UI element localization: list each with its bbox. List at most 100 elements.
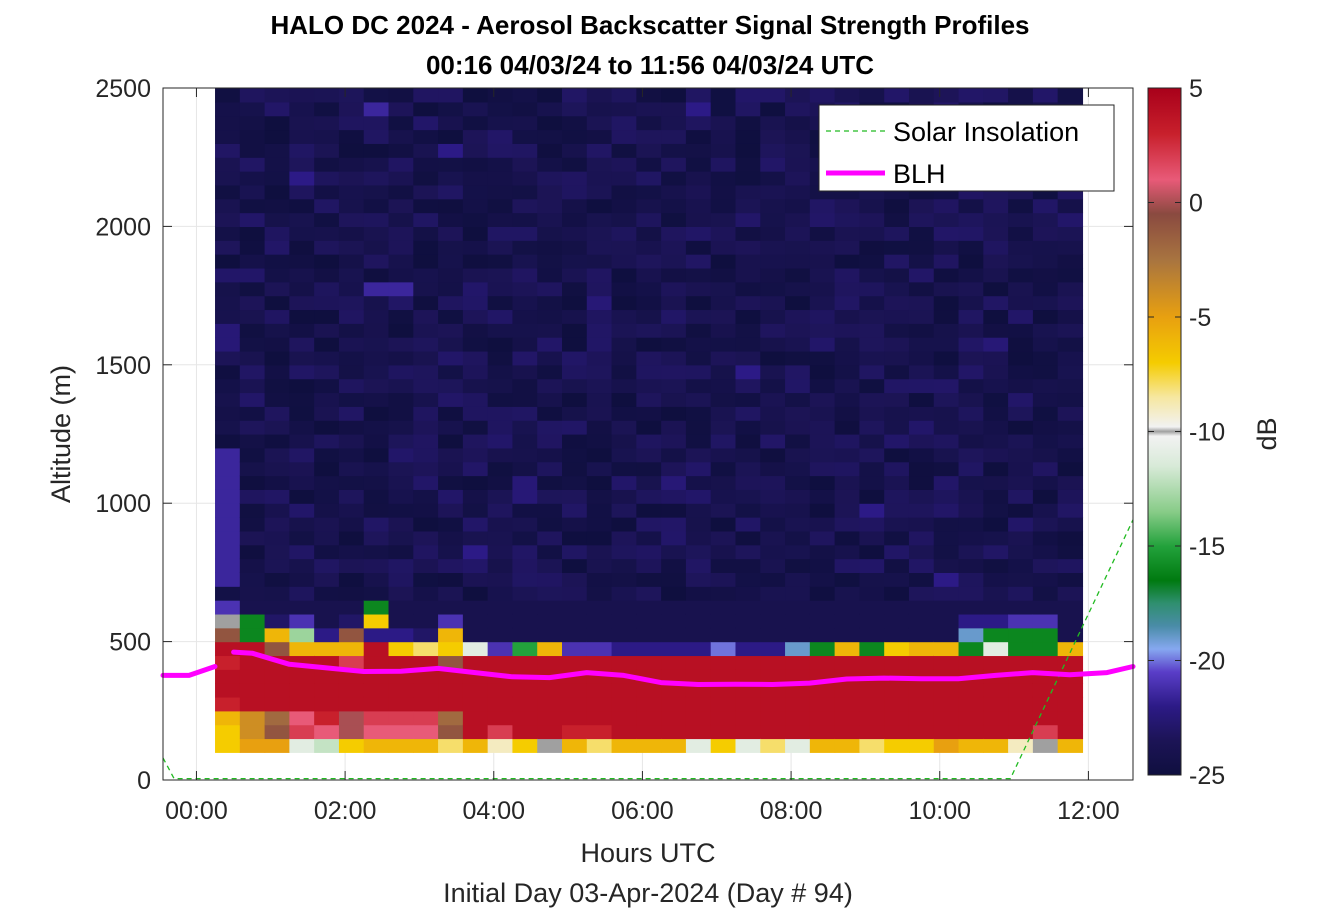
chart-title: HALO DC 2024 - Aerosol Backscatter Signa… — [270, 10, 1029, 40]
heatmap-cell — [611, 558, 637, 573]
heatmap-cell — [462, 115, 489, 131]
heatmap-cell — [785, 254, 811, 269]
heatmap-cell — [809, 406, 836, 421]
heatmap-cell — [338, 420, 365, 435]
heatmap-cell — [661, 226, 687, 241]
heatmap-cell — [983, 447, 1009, 463]
heatmap-cell — [933, 641, 960, 657]
heatmap-cell — [215, 364, 241, 380]
heatmap-cell — [487, 295, 514, 311]
heatmap-cell — [685, 157, 712, 172]
heatmap-cell — [958, 724, 984, 740]
heatmap-cell — [239, 724, 266, 740]
heatmap-cell — [611, 406, 637, 421]
heatmap-cell — [215, 710, 241, 726]
heatmap-cell — [363, 710, 390, 726]
heatmap-cell — [785, 530, 811, 546]
heatmap-cell — [562, 364, 588, 380]
heatmap-cell — [661, 350, 687, 366]
heatmap-cell — [264, 406, 290, 421]
heatmap-cell — [710, 420, 737, 435]
heatmap-cell — [363, 738, 390, 753]
heatmap-cell — [413, 392, 439, 407]
heatmap-cell — [636, 738, 662, 753]
heatmap-cell — [710, 613, 737, 629]
heatmap-cell — [710, 517, 737, 532]
heatmap-cell — [537, 627, 563, 643]
heatmap-cell — [264, 378, 290, 394]
heatmap-cell — [487, 530, 514, 546]
heatmap-cell — [462, 184, 489, 200]
heatmap-cell — [338, 143, 365, 158]
heatmap-cell — [611, 267, 637, 283]
heatmap-cell — [983, 641, 1009, 657]
heatmap-cell — [215, 503, 241, 518]
heatmap-cell — [338, 309, 365, 324]
heatmap-cell — [215, 434, 241, 449]
heatmap-cell — [586, 392, 613, 407]
legend-solar-label: Solar Insolation — [893, 117, 1079, 147]
colorbar-tick-label: 0 — [1189, 190, 1203, 218]
heatmap-cell — [264, 350, 290, 366]
heatmap-cell — [413, 475, 439, 490]
heatmap-cell — [363, 198, 390, 214]
heatmap-cell — [215, 281, 241, 297]
heatmap-cell — [314, 323, 340, 338]
heatmap-cell — [636, 696, 662, 712]
heatmap-cell — [958, 586, 984, 601]
chart-subtitle: 00:16 04/03/24 to 11:56 04/03/24 UTC — [426, 50, 874, 80]
heatmap-cell — [785, 364, 811, 380]
heatmap-cell — [1032, 281, 1059, 297]
heatmap-cell — [562, 655, 588, 670]
heatmap-cell — [487, 434, 514, 449]
heatmap-cell — [933, 517, 960, 532]
heatmap-cell — [264, 586, 290, 601]
heatmap-cell — [586, 254, 613, 269]
heatmap-cell — [363, 157, 390, 172]
heatmap-cell — [1057, 198, 1084, 214]
heatmap-cell — [562, 254, 588, 269]
heatmap-cell — [264, 447, 290, 463]
heatmap-cell — [735, 115, 761, 131]
heatmap-cell — [314, 226, 340, 241]
heatmap-cell — [314, 378, 340, 394]
heatmap-cell — [785, 212, 811, 227]
heatmap-cell — [884, 254, 910, 269]
heatmap-cell — [933, 710, 960, 726]
heatmap-cell — [537, 572, 563, 587]
heatmap-cell — [487, 738, 514, 753]
heatmap-cell — [983, 600, 1009, 615]
heatmap-cell — [760, 212, 786, 227]
heatmap-cell — [314, 392, 340, 407]
heatmap-cell — [512, 738, 538, 753]
heatmap-cell — [884, 738, 910, 753]
heatmap-cell — [933, 254, 960, 269]
heatmap-cell — [710, 295, 737, 311]
heatmap-cell — [586, 295, 613, 311]
y-tick-label: 0 — [137, 767, 151, 795]
heatmap-cell — [1008, 364, 1034, 380]
heatmap-cell — [537, 406, 563, 421]
heatmap-cell — [239, 544, 266, 560]
heatmap-cell — [834, 295, 860, 311]
heatmap-cell — [908, 309, 935, 324]
heatmap-cell — [760, 392, 786, 407]
heatmap-cell — [884, 724, 910, 740]
heatmap-cell — [215, 572, 241, 587]
heatmap-cell — [710, 115, 737, 131]
heatmap-cell — [264, 184, 290, 200]
heatmap-cell — [289, 475, 315, 490]
heatmap-cell — [884, 517, 910, 532]
heatmap-cell — [685, 171, 712, 186]
heatmap-cell — [586, 738, 613, 753]
heatmap-cell — [908, 420, 935, 435]
heatmap-cell — [388, 295, 414, 311]
heatmap-cell — [289, 226, 315, 241]
heatmap-cell — [809, 710, 836, 726]
heatmap-cell — [537, 240, 563, 255]
heatmap-cell — [958, 392, 984, 407]
heatmap-cell — [958, 627, 984, 643]
heatmap-cell — [388, 613, 414, 629]
heatmap-cell — [363, 226, 390, 241]
heatmap-cell — [611, 378, 637, 394]
